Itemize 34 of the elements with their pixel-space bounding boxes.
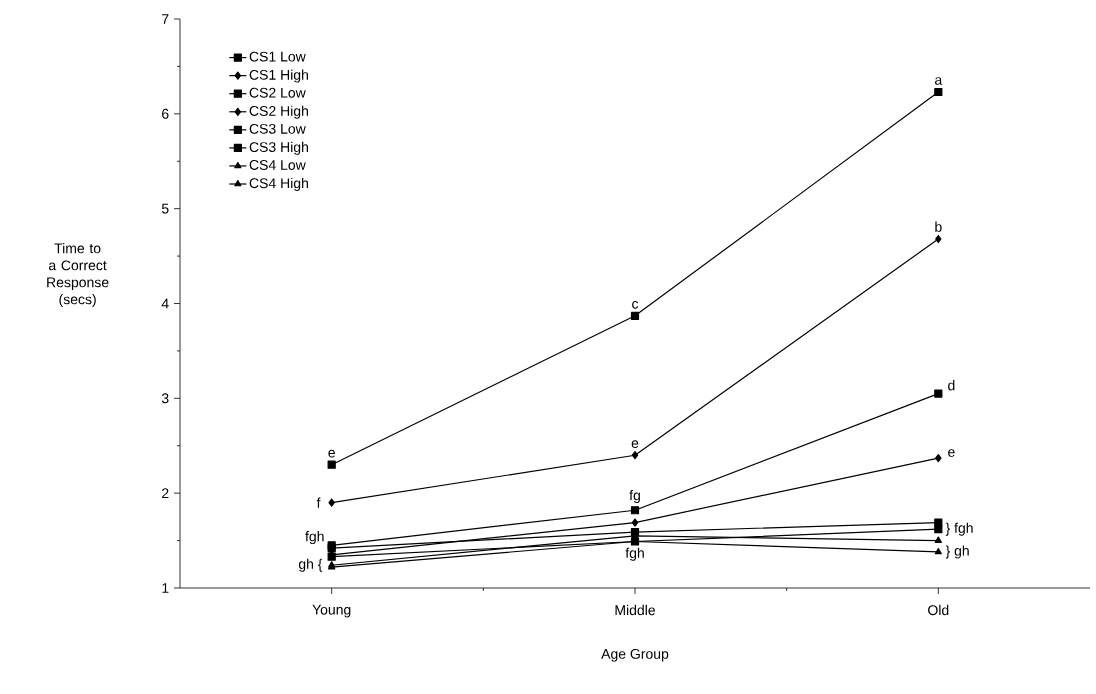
y-tick-label: 3 <box>161 393 169 404</box>
x-tick-label: Old <box>928 604 949 616</box>
x-tick-label: Middle <box>615 604 655 616</box>
legend-label: CS1 Low <box>249 51 306 62</box>
y-tick-label: 2 <box>162 488 169 499</box>
annotation: a <box>935 77 943 85</box>
annotation: d <box>948 380 955 391</box>
annotation: b <box>935 221 942 232</box>
legend-label: CS2 High <box>249 105 308 119</box>
annotation: c <box>632 300 639 309</box>
annotation: e <box>948 449 955 457</box>
annotation: f <box>316 497 321 508</box>
y-tick-label: 6 <box>162 108 169 119</box>
annotation: fgh <box>625 547 644 561</box>
legend-label: CS1 High <box>249 69 308 83</box>
annotation: } gh <box>945 545 969 559</box>
legend-label: CS4 High <box>249 177 308 191</box>
annotation: fgh <box>305 531 324 545</box>
annotation: } fgh <box>945 522 973 536</box>
x-axis-title: Age Group <box>601 648 669 662</box>
legend-label: CS3 High <box>249 141 308 155</box>
annotation: e <box>631 440 639 449</box>
y-tick-label: 1 <box>162 583 169 593</box>
annotation: fg <box>629 489 640 504</box>
y-tick-label: 7 <box>162 14 169 24</box>
y-tick-label: 5 <box>161 203 169 214</box>
legend-label: CS3 Low <box>249 123 306 134</box>
y-tick-label: 4 <box>161 298 169 309</box>
x-tick-label: Young <box>312 604 351 618</box>
y-axis-title: Time to a Correct Response (secs) <box>47 243 109 308</box>
annotation: gh { <box>298 558 323 572</box>
legend-label: CS4 Low <box>249 160 306 170</box>
legend-label: CS2 Low <box>249 87 306 98</box>
annotation: e <box>328 449 335 458</box>
